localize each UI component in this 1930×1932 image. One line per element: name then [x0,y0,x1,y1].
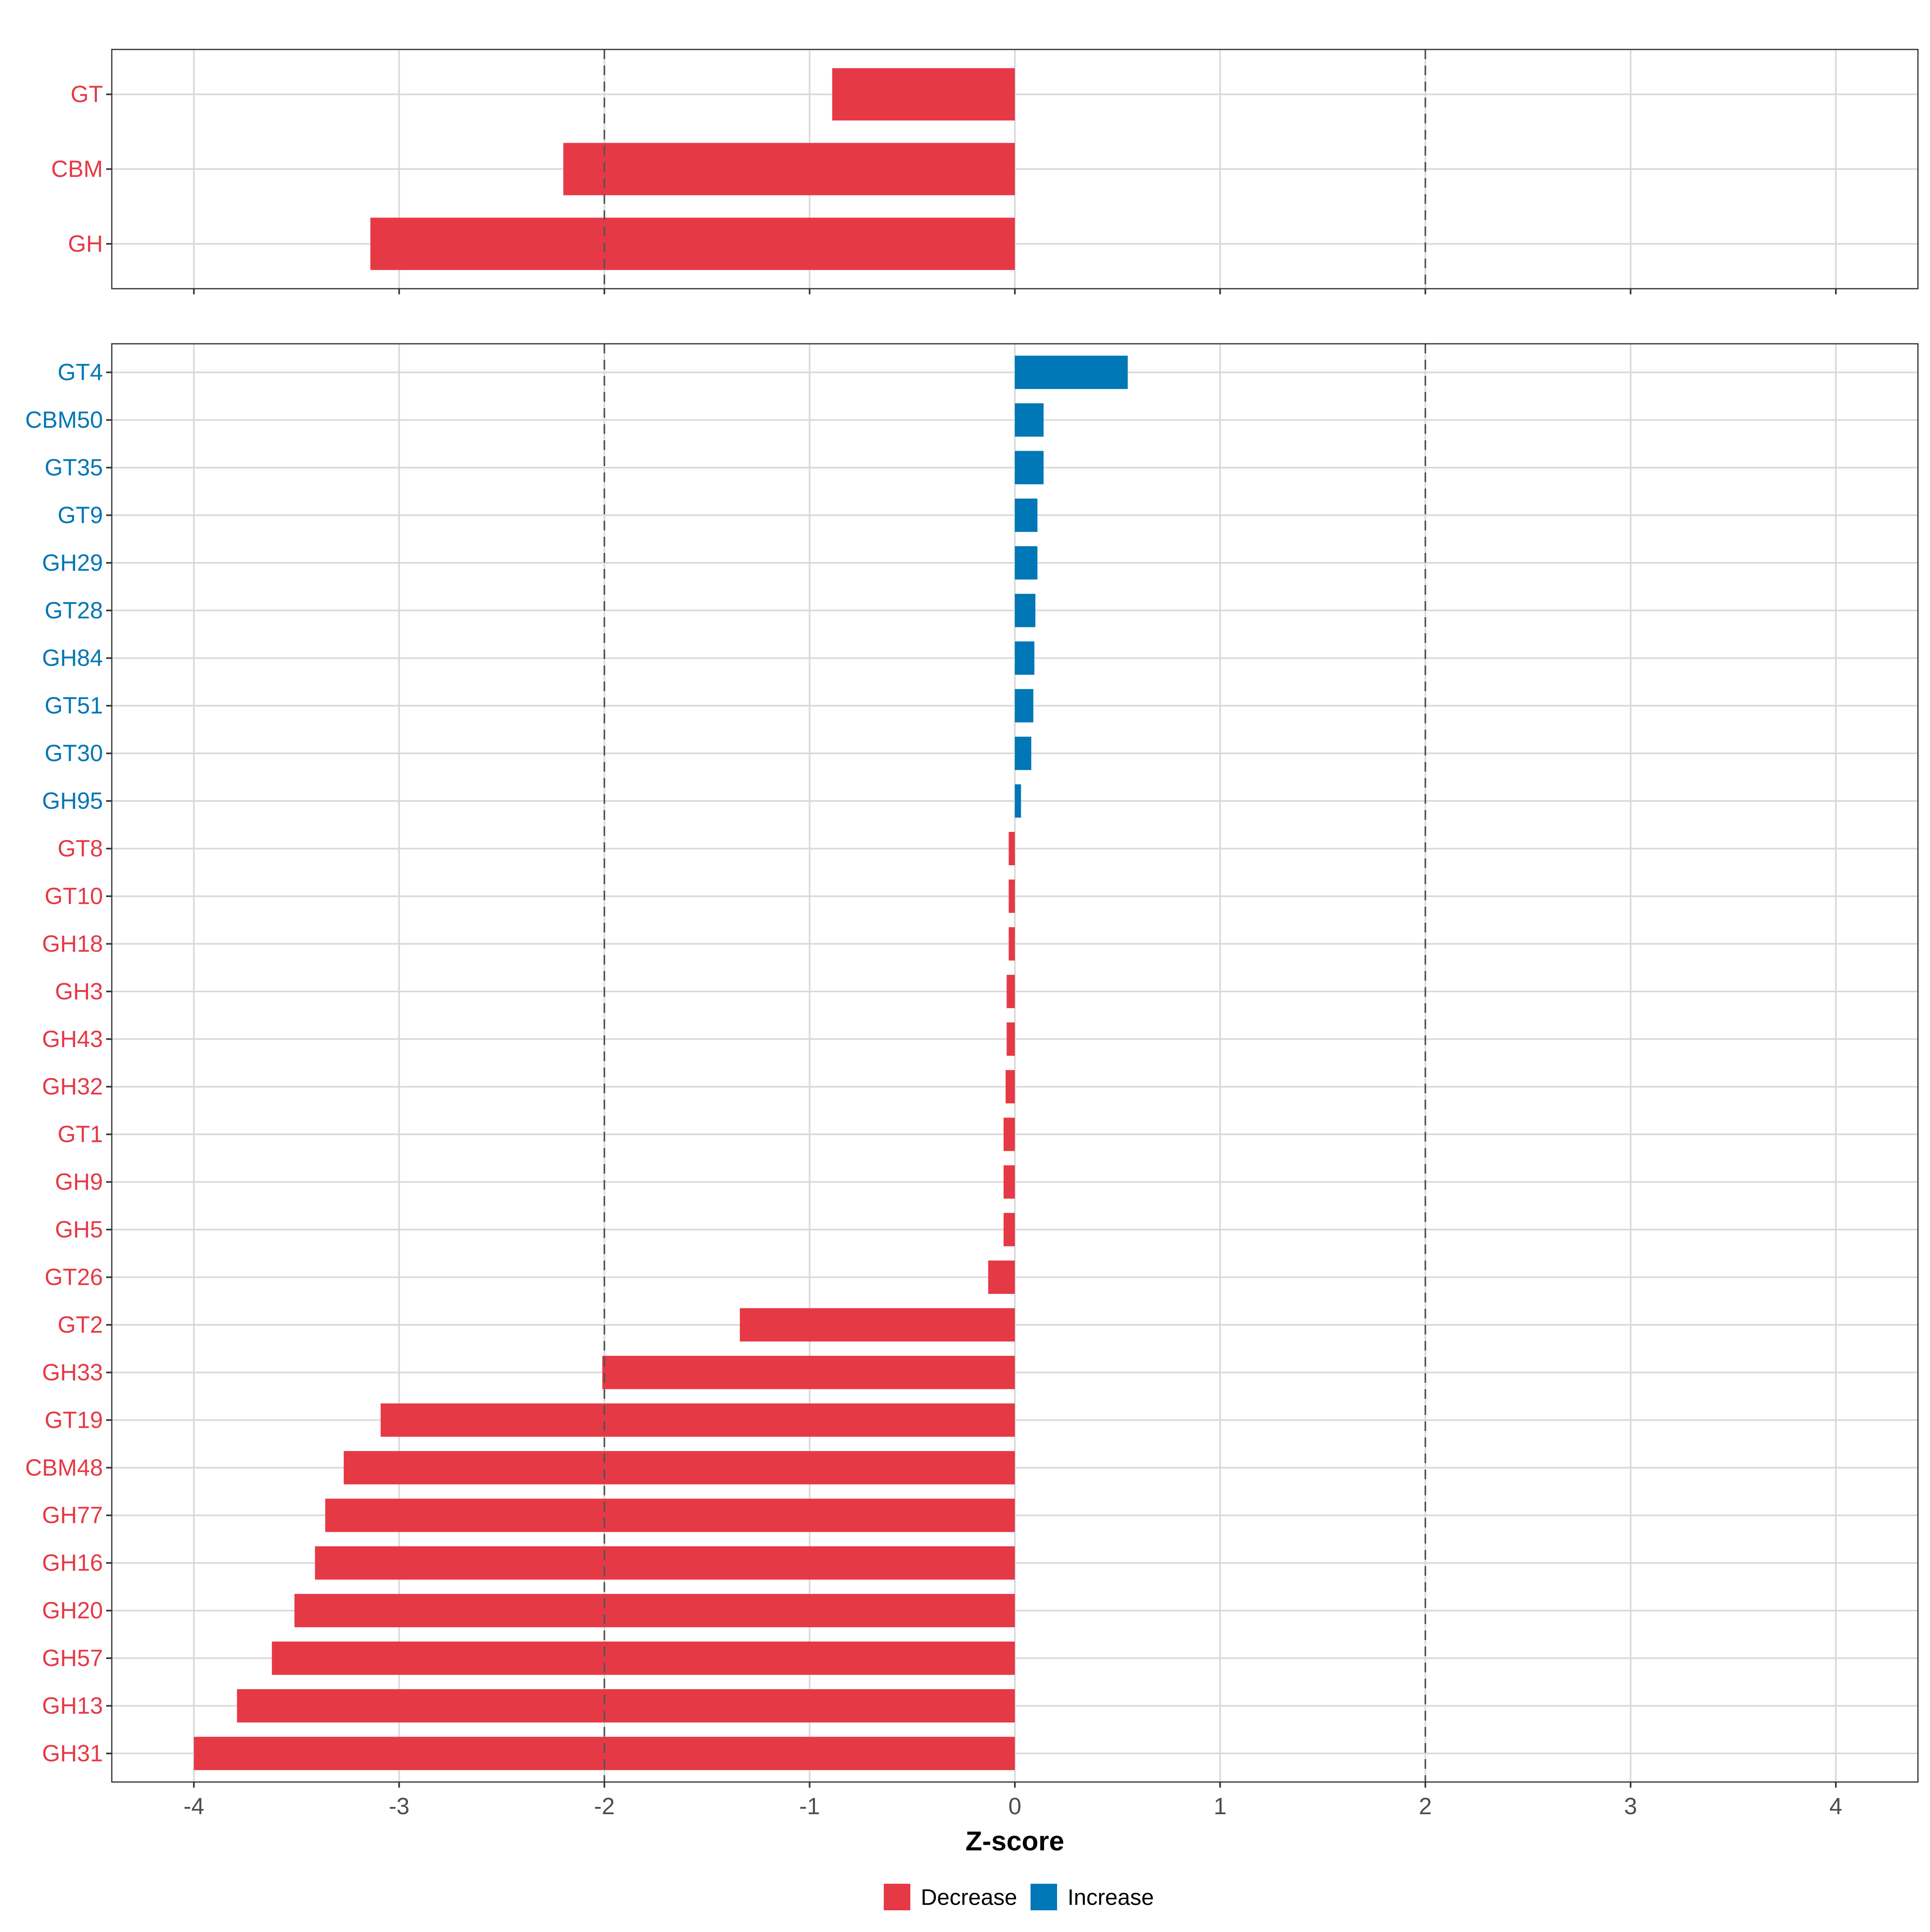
y-tick-label: GH9 [55,1169,103,1195]
y-tick-label: GT [70,81,103,107]
y-tick-label: GT2 [57,1312,103,1338]
bar-GT28 [1015,593,1036,627]
y-tick-label: GT35 [45,454,103,480]
x-tick-label: -3 [389,1793,410,1819]
x-tick-label: 2 [1419,1793,1432,1819]
y-tick-label: CBM50 [25,407,103,433]
y-tick-label: GH57 [42,1645,103,1671]
x-tick-label: -1 [799,1793,820,1819]
x-tick-label: 3 [1624,1793,1637,1819]
bar-CBM48 [343,1451,1015,1484]
bar-GT4 [1015,355,1128,389]
y-tick-label: GH13 [42,1693,103,1719]
bar-GT26 [988,1261,1015,1294]
bar-GH16 [315,1546,1015,1580]
bar-GH43 [1006,1022,1015,1056]
y-tick-label: GH20 [42,1597,103,1624]
y-tick-label: GT28 [45,597,103,624]
bar-GT30 [1015,737,1031,770]
y-tick-label: GH43 [42,1026,103,1052]
bar-GH13 [237,1689,1015,1723]
bar-CBM [563,143,1015,195]
y-tick-label: GH84 [42,645,103,671]
legend-label-increase: Increase [1068,1885,1154,1910]
y-tick-label: GH16 [42,1550,103,1576]
legend-swatch-decrease [884,1884,910,1910]
y-tick-label: GT19 [45,1407,103,1433]
bar-GT [832,68,1015,121]
y-tick-label: GH95 [42,788,103,814]
bar-GT9 [1015,498,1038,532]
y-tick-label: GT30 [45,740,103,766]
bar-GT8 [1008,832,1015,865]
y-tick-label: GH [68,231,103,257]
x-tick-label: -2 [594,1793,615,1819]
bar-GH18 [1008,927,1015,961]
x-axis-title: Z-score [965,1826,1064,1856]
bar-CBM50 [1015,403,1044,437]
y-tick-label: CBM48 [25,1455,103,1481]
bar-GH32 [1006,1070,1015,1104]
bar-GT19 [380,1403,1015,1437]
panel-1: GT CBM GH [51,49,1919,294]
y-tick-label: GT26 [45,1264,103,1290]
y-tick-label: GH29 [42,550,103,576]
bar-GT10 [1008,879,1015,913]
bar-GH20 [294,1594,1015,1628]
y-tick-label: CBM [51,156,103,182]
y-tick-label: GH18 [42,931,103,957]
bar-GH3 [1006,975,1015,1008]
y-tick-label: GT4 [57,359,103,386]
legend: Decrease Increase [884,1884,1154,1910]
legend-label-decrease: Decrease [921,1885,1017,1910]
y-tick-label: GH32 [42,1074,103,1100]
bar-GH5 [1003,1213,1015,1246]
y-tick-label: GT9 [57,502,103,528]
bar-GH33 [602,1355,1015,1389]
bar-GT2 [739,1308,1015,1342]
bar-GH95 [1015,784,1021,818]
x-tick-label: 0 [1008,1793,1021,1819]
bar-GH9 [1003,1165,1015,1199]
bar-GH84 [1015,641,1035,675]
y-tick-label: GT1 [57,1121,103,1148]
bar-GH [370,218,1015,270]
y-tick-label: GH3 [55,978,103,1004]
bar-GT51 [1015,689,1033,723]
y-tick-label: GT10 [45,883,103,909]
y-tick-label: GT8 [57,836,103,862]
bar-GH77 [325,1499,1015,1532]
y-tick-label: GH33 [42,1359,103,1386]
y-tick-label: GH77 [42,1502,103,1528]
legend-swatch-increase [1031,1884,1057,1910]
bar-GT35 [1015,451,1044,485]
bar-GH57 [272,1641,1015,1675]
x-tick-label: 1 [1213,1793,1226,1819]
bar-GT1 [1003,1117,1015,1151]
bar-GH29 [1015,546,1038,580]
y-tick-label: GH31 [42,1740,103,1766]
panel-2: GT4 CBM50 GT35 GT9 GH29 GT28 GH84 GT51 GT30 GH95 G… [25,343,1919,1910]
x-tick-label: 4 [1829,1793,1842,1819]
y-tick-label: GH5 [55,1217,103,1243]
x-tick-label: -4 [183,1793,204,1819]
y-tick-label: GT51 [45,693,103,719]
